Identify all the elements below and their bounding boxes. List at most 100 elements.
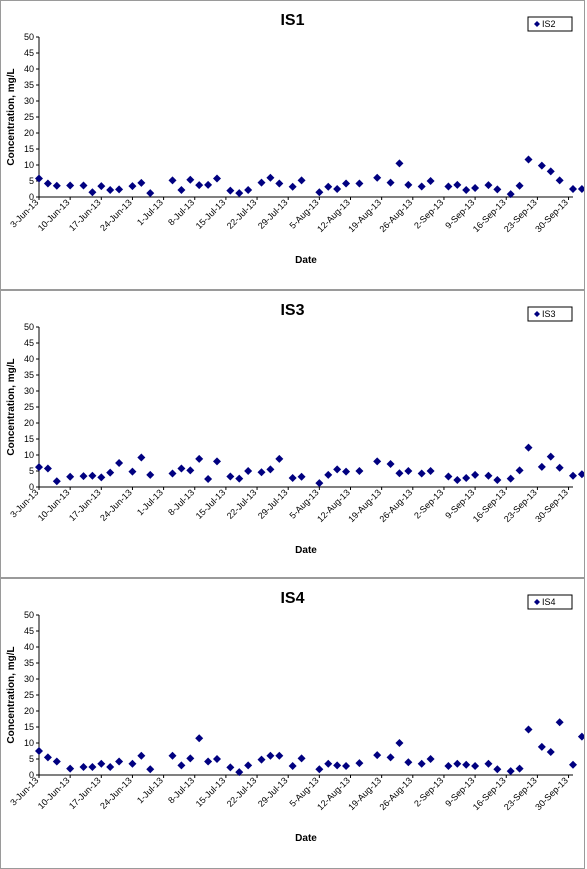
x-tick-label: 23-Sep-13 — [502, 197, 539, 234]
x-tick-label: 3-Jun-13 — [8, 775, 40, 807]
chart-title: IS4 — [280, 590, 304, 607]
data-point — [128, 467, 137, 476]
data-point — [97, 473, 106, 482]
data-point — [204, 475, 213, 483]
data-point — [115, 185, 124, 194]
y-tick-label: 20 — [24, 706, 34, 716]
data-point — [177, 185, 186, 194]
y-tick-label: 15 — [24, 434, 34, 444]
x-tick-label: 8-Jul-13 — [166, 197, 196, 227]
data-point — [395, 739, 404, 747]
scatter-chart: IS1 0 5 10 15 20 25 30 35 40 45 50 3-Jun-1310-Jun-13… — [6, 12, 584, 266]
data-point — [66, 181, 75, 190]
x-tick-label: 19-Aug-13 — [346, 775, 383, 812]
y-tick-label: 10 — [24, 738, 34, 748]
data-point — [555, 463, 564, 472]
data-point — [315, 765, 324, 774]
data-point — [484, 471, 493, 480]
data-point — [106, 468, 115, 477]
data-point — [515, 466, 524, 475]
x-tick-label: 30-Sep-13 — [533, 775, 570, 812]
data-point — [546, 452, 555, 461]
y-tick-label: 5 — [29, 466, 34, 476]
data-point — [266, 173, 275, 182]
data-point — [324, 182, 333, 191]
data-point — [546, 167, 555, 176]
data-point — [515, 181, 524, 190]
y-tick-label: 20 — [24, 418, 34, 428]
y-tick-label: 50 — [24, 32, 34, 42]
y-axis-label: Concentration, mg/L — [6, 68, 17, 165]
data-point — [462, 185, 471, 194]
data-point — [404, 758, 413, 767]
data-point — [506, 190, 515, 199]
data-point — [66, 764, 75, 773]
data-point — [66, 472, 75, 481]
data-point — [355, 759, 364, 768]
data-point — [226, 763, 235, 772]
data-point — [333, 465, 342, 474]
data-point — [244, 467, 253, 475]
data-point — [333, 185, 342, 193]
chart-title: IS3 — [280, 302, 304, 319]
data-point — [444, 182, 453, 191]
data-point — [462, 474, 471, 483]
data-point — [524, 155, 533, 164]
x-tick-label: 26-Aug-13 — [377, 197, 414, 234]
data-point — [453, 759, 462, 768]
data-point — [213, 457, 221, 466]
data-point — [106, 763, 115, 771]
legend: IS4 — [527, 594, 573, 610]
x-tick-label: 19-Aug-13 — [346, 487, 383, 524]
data-point — [168, 751, 177, 760]
data-point — [168, 469, 177, 478]
data-point — [146, 765, 155, 774]
data-point — [79, 181, 88, 190]
data-point — [266, 465, 275, 474]
data-point — [524, 725, 533, 734]
y-tick-label: 50 — [24, 322, 34, 332]
y-axis-label: Concentration, mg/L — [6, 646, 17, 743]
y-tick-label: 30 — [24, 386, 34, 396]
data-point — [235, 189, 244, 198]
y-tick-label: 5 — [29, 176, 34, 186]
x-tick-label: 10-Jun-13 — [36, 775, 72, 811]
data-point — [493, 765, 502, 774]
data-point — [324, 759, 333, 768]
data-point — [471, 470, 480, 479]
data-point — [569, 760, 577, 769]
data-point — [88, 763, 97, 771]
data-point — [546, 747, 555, 756]
data-point — [35, 747, 43, 755]
x-tick-label: 19-Aug-13 — [346, 197, 383, 234]
data-point — [577, 732, 584, 741]
x-tick-label: 23-Sep-13 — [502, 487, 539, 524]
x-tick-label: 17-Jun-13 — [67, 487, 103, 523]
data-point — [146, 189, 155, 198]
data-point — [417, 759, 426, 768]
x-tick-label: 10-Jun-13 — [36, 197, 72, 233]
y-tick-label: 0 — [29, 770, 34, 780]
data-point — [137, 178, 146, 187]
chart-panel-is4: IS4 0 5 10 15 20 25 30 35 40 45 50 3-Jun-13 10-Jun-13… — [0, 578, 585, 869]
data-point — [569, 471, 577, 480]
x-tick-label: 16-Sep-13 — [471, 487, 508, 524]
data-point — [373, 173, 382, 182]
data-point — [288, 182, 297, 191]
legend-label: IS3 — [542, 309, 556, 319]
data-point — [315, 188, 324, 197]
y-tick-label: 25 — [24, 112, 34, 122]
data-point — [537, 161, 546, 170]
legend-label: IS4 — [542, 597, 556, 607]
data-point — [52, 757, 61, 766]
y-tick-label: 50 — [24, 610, 34, 620]
data-point — [186, 175, 195, 184]
scatter-chart: IS3 0 5 10 15 20 25 30 35 40 45 50 3-Jun-1310-Jun-13… — [6, 302, 584, 556]
y-tick-label: 25 — [24, 690, 34, 700]
data-point — [97, 182, 106, 191]
y-tick-label: 0 — [29, 192, 34, 202]
data-point — [195, 181, 204, 190]
data-point — [515, 764, 524, 773]
x-tick-label: 1-Jul-13 — [135, 775, 165, 805]
data-point — [426, 467, 435, 475]
